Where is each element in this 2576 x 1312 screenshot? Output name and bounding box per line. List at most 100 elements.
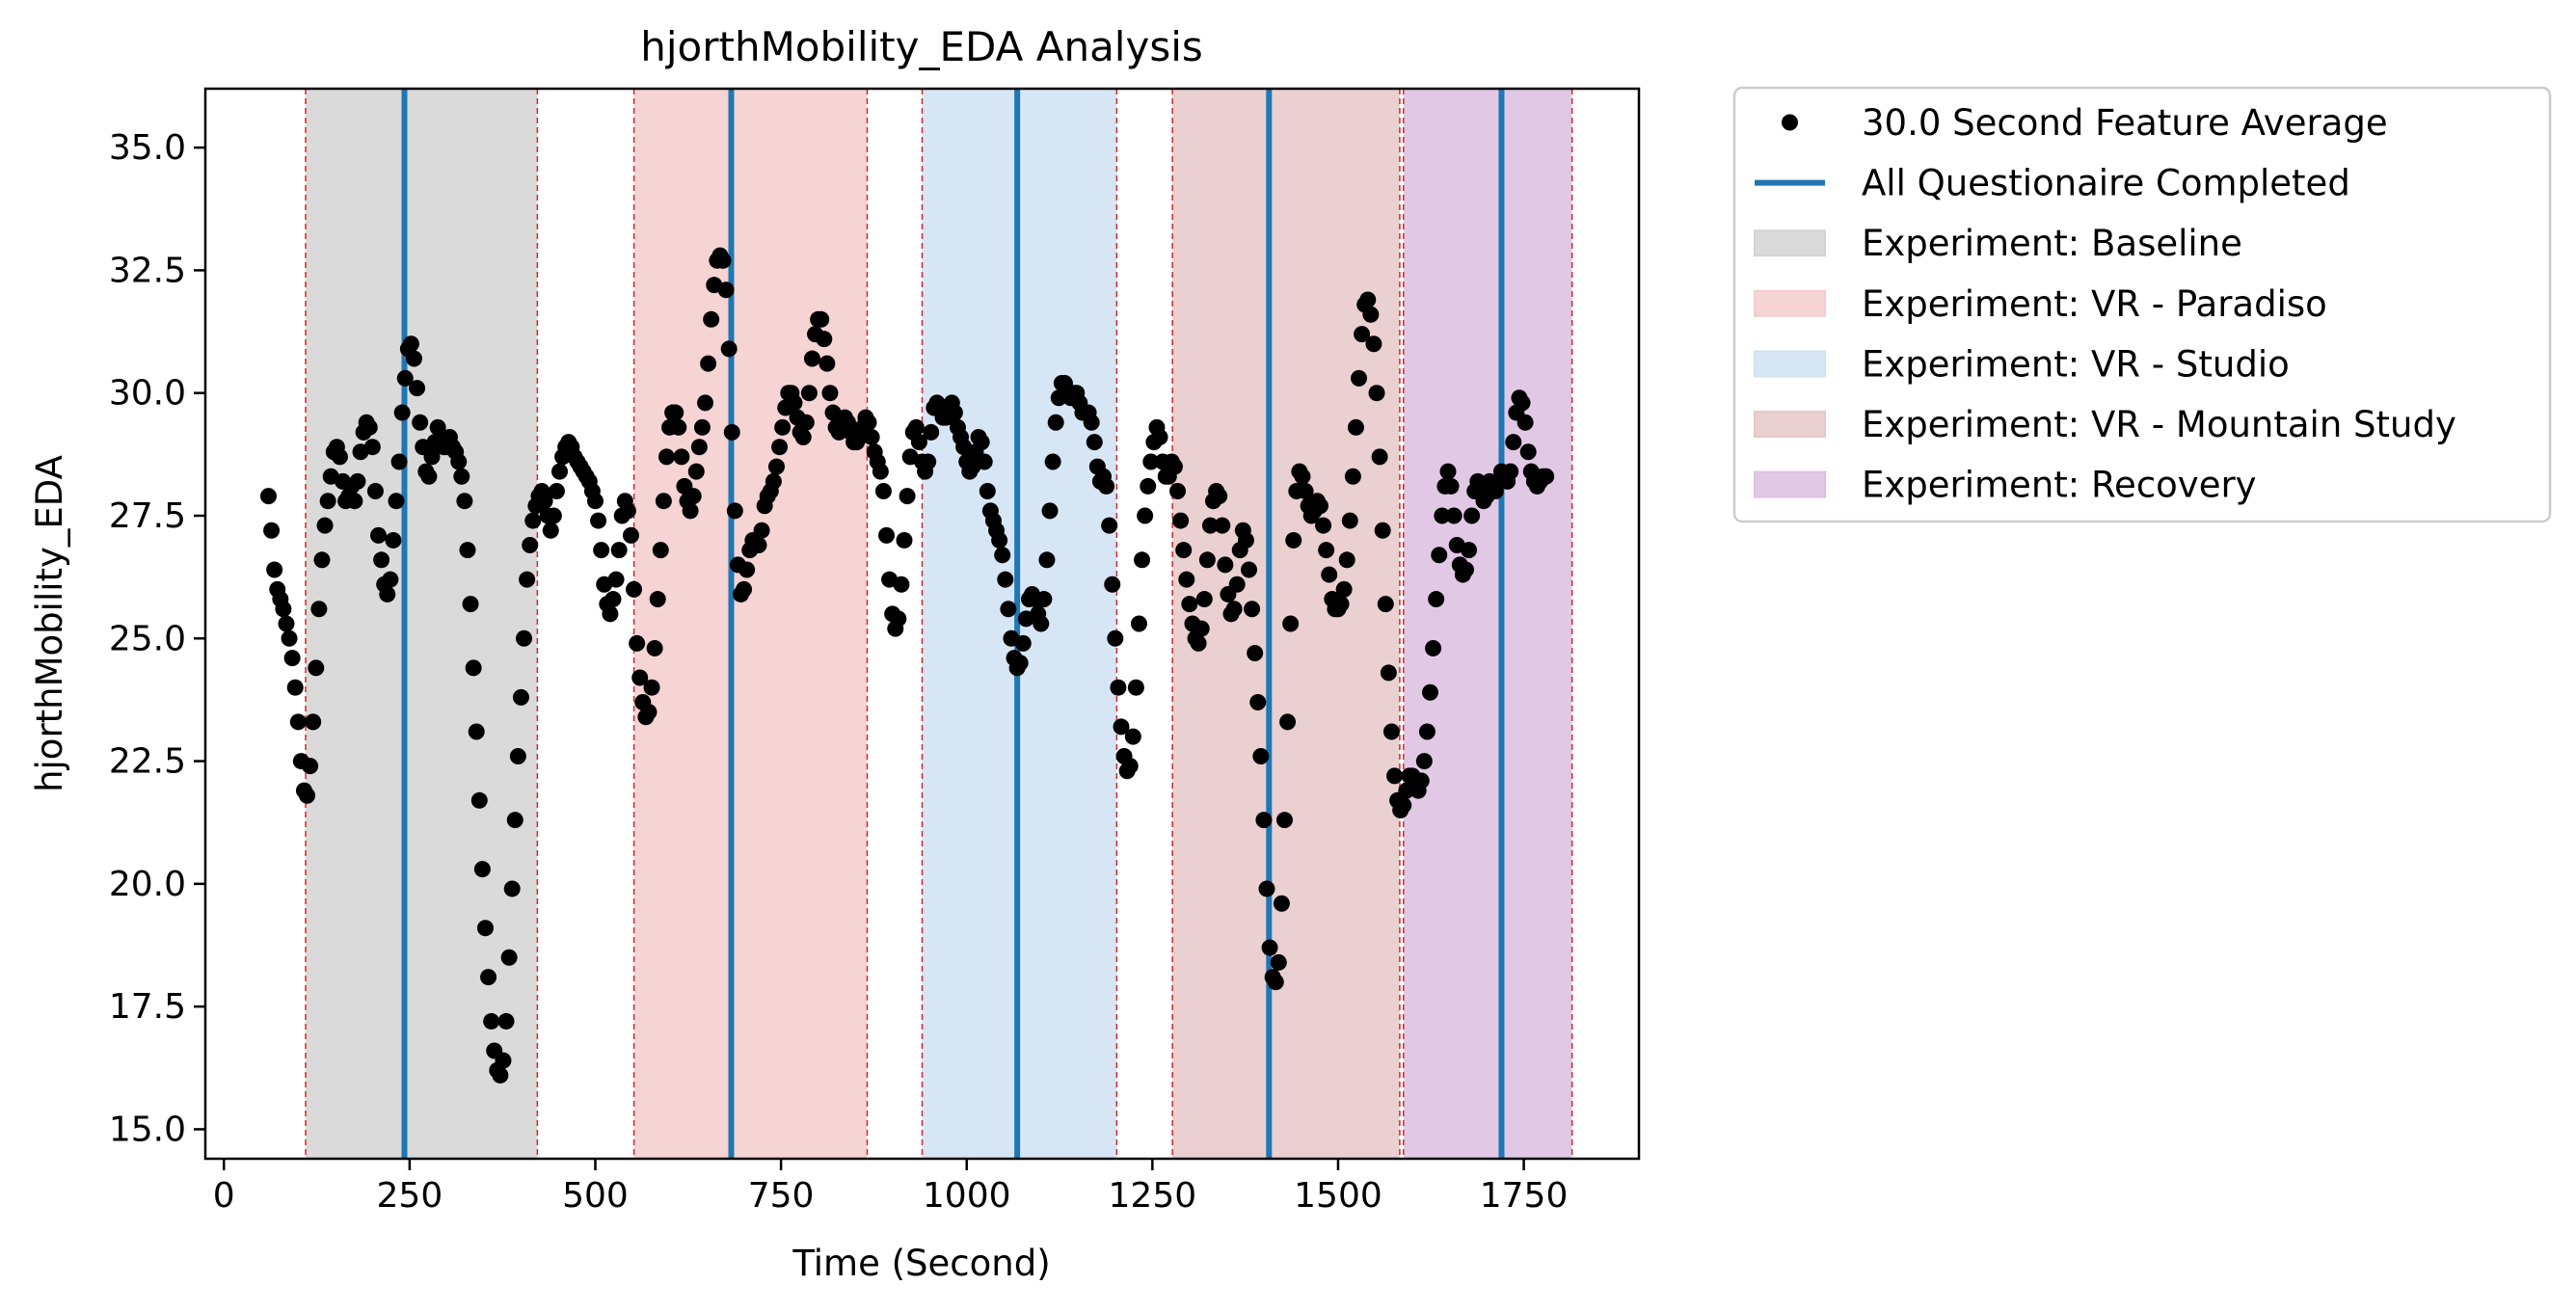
data-point-155 [717, 281, 735, 299]
data-point-21 [319, 493, 336, 510]
data-point-295 [1134, 551, 1151, 569]
data-point-263 [1038, 551, 1056, 569]
data-point-99 [551, 463, 569, 480]
data-point-216 [899, 488, 916, 505]
data-point-49 [402, 335, 419, 353]
data-point-94 [536, 493, 553, 510]
data-point-184 [803, 350, 820, 367]
data-point-66 [453, 468, 470, 485]
y-tick-label-7: 30.0 [109, 374, 186, 414]
data-point-310 [1178, 571, 1195, 588]
data-point-372 [1362, 306, 1380, 323]
data-point-405 [1461, 542, 1478, 559]
data-point-294 [1130, 615, 1147, 632]
data-point-97 [545, 507, 562, 524]
data-point-14 [299, 787, 316, 804]
data-point-134 [655, 493, 672, 510]
data-point-291 [1121, 758, 1139, 775]
legend: 30.0 Second Feature Average All Questiona… [1732, 86, 2552, 523]
x-tick-label-2: 250 [377, 1176, 443, 1216]
data-point-20 [316, 517, 334, 534]
data-point-297 [1140, 477, 1157, 495]
data-point-51 [409, 380, 426, 397]
data-point-327 [1228, 576, 1246, 593]
data-point-338 [1261, 939, 1278, 956]
x-axis-ticks: 0 250 500 750 1000 1250 1500 1750 [213, 1159, 1568, 1216]
data-point-171 [765, 472, 782, 490]
data-point-220 [910, 434, 927, 451]
data-point-81 [497, 1012, 515, 1030]
data-point-86 [512, 688, 529, 706]
data-point-395 [1431, 547, 1448, 564]
data-point-279 [1086, 434, 1103, 451]
data-point-266 [1047, 414, 1064, 431]
data-point-219 [907, 418, 925, 436]
data-point-254 [1011, 655, 1029, 672]
data-point-166 [750, 537, 767, 554]
data-point-343 [1275, 812, 1293, 829]
data-point-283 [1098, 477, 1115, 495]
x-tick-label-4: 750 [748, 1176, 815, 1216]
data-point-248 [994, 547, 1011, 564]
data-point-174 [774, 418, 792, 436]
data-point-25 [331, 448, 348, 466]
data-point-368 [1351, 369, 1368, 387]
data-point-188 [816, 331, 833, 348]
data-point-335 [1252, 747, 1270, 764]
x-axis-label: Time (Second) [792, 1243, 1050, 1284]
data-point-398 [1439, 463, 1457, 480]
data-point-131 [646, 639, 663, 656]
data-point-44 [388, 493, 405, 510]
data-point-38 [370, 526, 388, 544]
data-point-318 [1201, 517, 1219, 534]
data-point-365 [1341, 512, 1358, 529]
data-point-375 [1371, 448, 1388, 466]
legend-swatch-5 [1754, 350, 1826, 378]
data-point-117 [604, 591, 622, 608]
data-point-298 [1142, 453, 1160, 470]
data-point-331 [1241, 561, 1258, 578]
data-point-2 [263, 522, 281, 539]
data-point-11 [289, 713, 307, 731]
data-point-183 [800, 385, 818, 402]
data-point-55 [420, 468, 438, 485]
data-point-16 [305, 713, 322, 731]
data-point-84 [506, 812, 523, 829]
data-point-150 [703, 310, 720, 328]
data-point-67 [456, 493, 473, 510]
data-point-90 [524, 512, 542, 529]
y-tick-label-5: 25.0 [109, 619, 186, 658]
data-point-242 [976, 453, 993, 470]
data-point-345 [1282, 615, 1300, 632]
data-point-394 [1428, 591, 1445, 608]
data-point-315 [1193, 620, 1210, 637]
data-point-83 [503, 880, 521, 897]
data-point-243 [979, 483, 996, 500]
data-point-19 [313, 551, 331, 569]
legend-swatch-4 [1754, 289, 1826, 317]
data-point-8 [281, 629, 298, 647]
data-point-336 [1255, 812, 1273, 829]
data-point-286 [1107, 629, 1124, 647]
y-tick-label-1: 15.0 [109, 1110, 186, 1149]
data-point-323 [1217, 556, 1234, 574]
data-point-337 [1258, 880, 1275, 897]
data-point-287 [1110, 679, 1127, 696]
data-point-3 [266, 561, 283, 578]
data-point-35 [361, 418, 378, 436]
data-point-215 [896, 531, 913, 549]
data-point-9 [283, 650, 301, 667]
data-point-156 [720, 340, 738, 358]
data-point-162 [738, 561, 756, 578]
data-point-321 [1211, 488, 1228, 505]
data-point-71 [468, 723, 485, 740]
data-point-47 [396, 369, 414, 387]
data-point-371 [1359, 291, 1377, 308]
data-point-341 [1270, 953, 1287, 971]
y-tick-label-9: 35.0 [109, 128, 186, 168]
data-point-311 [1181, 596, 1198, 613]
data-point-284 [1101, 517, 1118, 534]
data-point-255 [1014, 634, 1032, 652]
data-point-143 [682, 502, 699, 520]
data-point-293 [1127, 679, 1144, 696]
